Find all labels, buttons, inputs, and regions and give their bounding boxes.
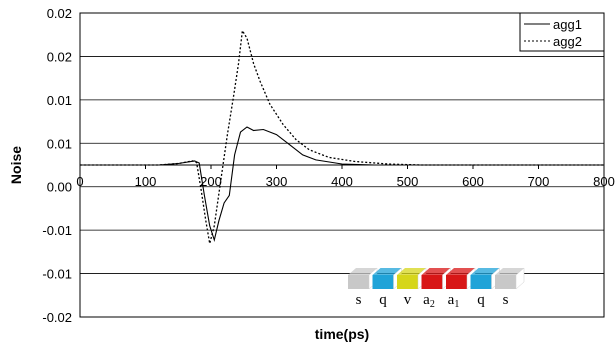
wire-block-side [515, 267, 525, 290]
wire-block-front [348, 275, 369, 289]
legend-box [519, 12, 605, 52]
legend-label-agg1: agg1 [553, 17, 582, 32]
wire-block-label: s [356, 292, 362, 308]
wire-block-top [372, 268, 402, 275]
series-line-agg1 [80, 126, 604, 243]
wire-block-label: q [477, 292, 485, 308]
wire-block-label: v [404, 292, 412, 308]
x-tick-label: 300 [266, 174, 288, 189]
series-line-agg2 [80, 28, 604, 244]
wire-block-label: q [379, 292, 387, 308]
wire-block-label: a2 [423, 292, 435, 310]
x-tick-label: 700 [528, 174, 550, 189]
x-tick-label: 100 [135, 174, 157, 189]
y-tick-label: 0.02 [47, 49, 72, 64]
legend-label-agg2: agg2 [553, 34, 582, 49]
y-axis-title: Noise [8, 146, 24, 184]
wire-block [495, 267, 525, 290]
y-tick-label: -0.02 [42, 310, 72, 325]
y-tick-label: 0.01 [47, 93, 72, 108]
wire-block-top [495, 268, 524, 275]
x-tick-label: 200 [200, 174, 222, 189]
wire-block-top [421, 268, 451, 275]
wire-block-top [470, 268, 500, 275]
wire-block-subscript: 2 [430, 299, 435, 310]
y-tick-label: 0.02 [47, 6, 72, 21]
x-tick-label: 500 [397, 174, 419, 189]
wire-block-front [495, 275, 516, 289]
wire-block-front [421, 275, 443, 289]
wire-block-top [397, 268, 426, 275]
wire-block-front [372, 275, 394, 289]
wire-block-front [470, 275, 492, 289]
wire-block-label: a1 [448, 292, 460, 310]
wire-block-top [446, 268, 475, 275]
wire-block-front [397, 275, 418, 289]
x-tick-label: 400 [331, 174, 353, 189]
x-axis-title: time(ps) [315, 326, 369, 342]
y-tick-label: 0.01 [47, 136, 72, 151]
y-tick-label: -0.01 [42, 223, 72, 238]
wire-block-top [348, 268, 377, 275]
wire-block-front [446, 275, 467, 289]
y-tick-label: 0.00 [47, 180, 72, 195]
y-tick-label: -0.01 [42, 267, 72, 282]
wire-block-subscript: 1 [454, 299, 459, 310]
wire-block-label: s [503, 292, 509, 308]
x-tick-label: 600 [462, 174, 484, 189]
